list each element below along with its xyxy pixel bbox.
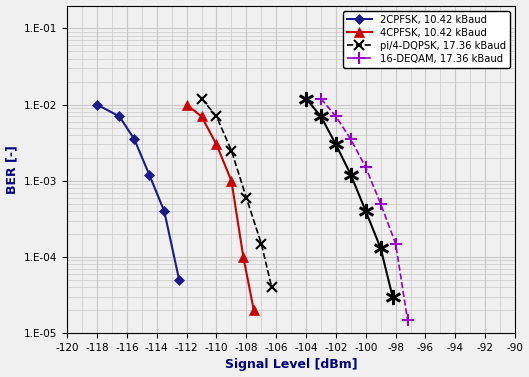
2CPFSK, 10.42 kBaud [116, 114, 123, 119]
Legend: 2CPFSK, 10.42 kBaud, 4CPFSK, 10.42 kBaud, pi/4-DQPSK, 17.36 kBaud, 16-DEQAM, 17.: 2CPFSK, 10.42 kBaud, 4CPFSK, 10.42 kBaud… [343, 11, 510, 67]
16-DEQAM, 17.36 kBaud [393, 241, 399, 246]
pi/4-DQPSK, 17.36 kBaud [213, 114, 220, 119]
Line: 16-DEQAM, 17.36 kBaud: 16-DEQAM, 17.36 kBaud [315, 93, 413, 325]
2CPFSK, 10.42 kBaud [131, 137, 138, 142]
pi/4-DQPSK, 17.36 kBaud [258, 241, 264, 246]
pi/4-DQPSK, 17.36 kBaud [269, 285, 275, 290]
16-DEQAM, 17.36 kBaud [348, 137, 354, 142]
4CPFSK, 10.42 kBaud [251, 308, 257, 313]
Line: 2CPFSK, 10.42 kBaud: 2CPFSK, 10.42 kBaud [94, 101, 183, 284]
pi/4-DQPSK, 17.36 kBaud [198, 97, 205, 101]
16-DEQAM, 17.36 kBaud [362, 165, 369, 170]
2CPFSK, 10.42 kBaud [176, 278, 183, 282]
16-DEQAM, 17.36 kBaud [318, 97, 324, 101]
pi/4-DQPSK, 17.36 kBaud [228, 148, 234, 153]
Line: pi/4-DQPSK, 17.36 kBaud: pi/4-DQPSK, 17.36 kBaud [197, 94, 277, 292]
X-axis label: Signal Level [dBm]: Signal Level [dBm] [225, 359, 358, 371]
2CPFSK, 10.42 kBaud [146, 173, 152, 177]
4CPFSK, 10.42 kBaud [213, 142, 220, 147]
4CPFSK, 10.42 kBaud [184, 103, 190, 107]
16-DEQAM, 17.36 kBaud [404, 317, 411, 322]
4CPFSK, 10.42 kBaud [240, 255, 247, 259]
2CPFSK, 10.42 kBaud [94, 103, 100, 107]
4CPFSK, 10.42 kBaud [198, 114, 205, 119]
Line: 4CPFSK, 10.42 kBaud: 4CPFSK, 10.42 kBaud [182, 100, 259, 315]
4CPFSK, 10.42 kBaud [228, 179, 234, 183]
pi/4-DQPSK, 17.36 kBaud [243, 195, 250, 200]
2CPFSK, 10.42 kBaud [161, 209, 167, 213]
Y-axis label: BER [-]: BER [-] [6, 145, 19, 194]
16-DEQAM, 17.36 kBaud [333, 114, 339, 119]
16-DEQAM, 17.36 kBaud [378, 201, 384, 206]
